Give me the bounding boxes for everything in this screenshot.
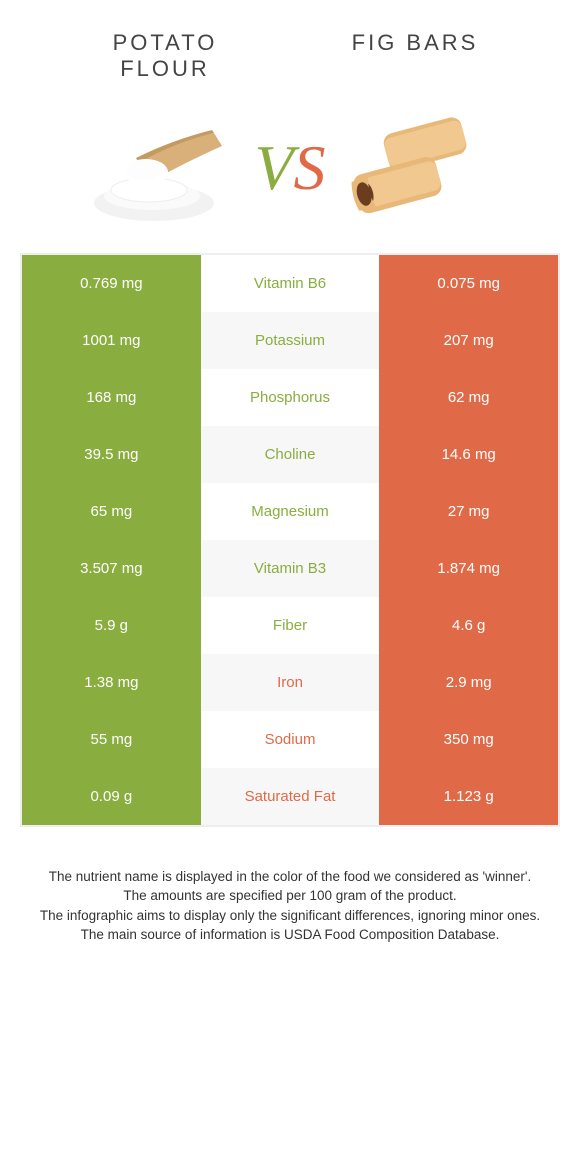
right-value-cell: 1.874 mg <box>379 540 558 597</box>
nutrient-comparison-table: 0.769 mgVitamin B60.075 mg1001 mgPotassi… <box>20 253 560 827</box>
footer-line-1: The nutrient name is displayed in the co… <box>20 867 560 887</box>
left-value-cell: 3.507 mg <box>22 540 201 597</box>
vs-label: VS <box>254 131 325 205</box>
nutrient-label-cell: Potassium <box>201 312 380 369</box>
table-row: 168 mgPhosphorus62 mg <box>22 369 558 426</box>
right-value-cell: 0.075 mg <box>379 255 558 312</box>
right-value-cell: 4.6 g <box>379 597 558 654</box>
flour-scoop-icon <box>84 108 244 228</box>
table-row: 65 mgMagnesium27 mg <box>22 483 558 540</box>
nutrient-label-cell: Iron <box>201 654 380 711</box>
nutrient-label-cell: Sodium <box>201 711 380 768</box>
left-value-cell: 39.5 mg <box>22 426 201 483</box>
header-right: FIG BARS <box>290 30 540 83</box>
footer-line-2: The amounts are specified per 100 gram o… <box>20 886 560 906</box>
left-value-cell: 0.769 mg <box>22 255 201 312</box>
vs-v-letter: V <box>254 131 293 205</box>
right-value-cell: 14.6 mg <box>379 426 558 483</box>
header-left: POTATO FLOUR <box>40 30 290 83</box>
table-row: 55 mgSodium350 mg <box>22 711 558 768</box>
right-value-cell: 62 mg <box>379 369 558 426</box>
vs-s-letter: S <box>294 131 326 205</box>
left-value-cell: 1001 mg <box>22 312 201 369</box>
table-row: 1.38 mgIron2.9 mg <box>22 654 558 711</box>
left-value-cell: 168 mg <box>22 369 201 426</box>
fig-bars-icon <box>336 108 496 228</box>
footer-line-3: The infographic aims to display only the… <box>20 906 560 926</box>
left-food-title: POTATO FLOUR <box>40 30 290 83</box>
right-value-cell: 2.9 mg <box>379 654 558 711</box>
table-row: 5.9 gFiber4.6 g <box>22 597 558 654</box>
right-value-cell: 207 mg <box>379 312 558 369</box>
table-row: 0.769 mgVitamin B60.075 mg <box>22 255 558 312</box>
left-value-cell: 5.9 g <box>22 597 201 654</box>
left-value-cell: 55 mg <box>22 711 201 768</box>
nutrient-label-cell: Fiber <box>201 597 380 654</box>
table-row: 39.5 mgCholine14.6 mg <box>22 426 558 483</box>
header: POTATO FLOUR FIG BARS <box>0 0 580 93</box>
right-value-cell: 350 mg <box>379 711 558 768</box>
vs-row: VS <box>0 93 580 253</box>
footer-line-4: The main source of information is USDA F… <box>20 925 560 945</box>
table-row: 1001 mgPotassium207 mg <box>22 312 558 369</box>
right-value-cell: 1.123 g <box>379 768 558 825</box>
potato-flour-image <box>84 103 244 233</box>
left-value-cell: 1.38 mg <box>22 654 201 711</box>
nutrient-label-cell: Saturated Fat <box>201 768 380 825</box>
table-row: 3.507 mgVitamin B31.874 mg <box>22 540 558 597</box>
nutrient-label-cell: Magnesium <box>201 483 380 540</box>
right-food-title: FIG BARS <box>290 30 540 56</box>
left-value-cell: 65 mg <box>22 483 201 540</box>
nutrient-label-cell: Phosphorus <box>201 369 380 426</box>
footer-notes: The nutrient name is displayed in the co… <box>0 827 580 945</box>
table-row: 0.09 gSaturated Fat1.123 g <box>22 768 558 825</box>
nutrient-label-cell: Vitamin B3 <box>201 540 380 597</box>
nutrient-label-cell: Choline <box>201 426 380 483</box>
right-value-cell: 27 mg <box>379 483 558 540</box>
nutrient-label-cell: Vitamin B6 <box>201 255 380 312</box>
fig-bars-image <box>336 103 496 233</box>
left-value-cell: 0.09 g <box>22 768 201 825</box>
